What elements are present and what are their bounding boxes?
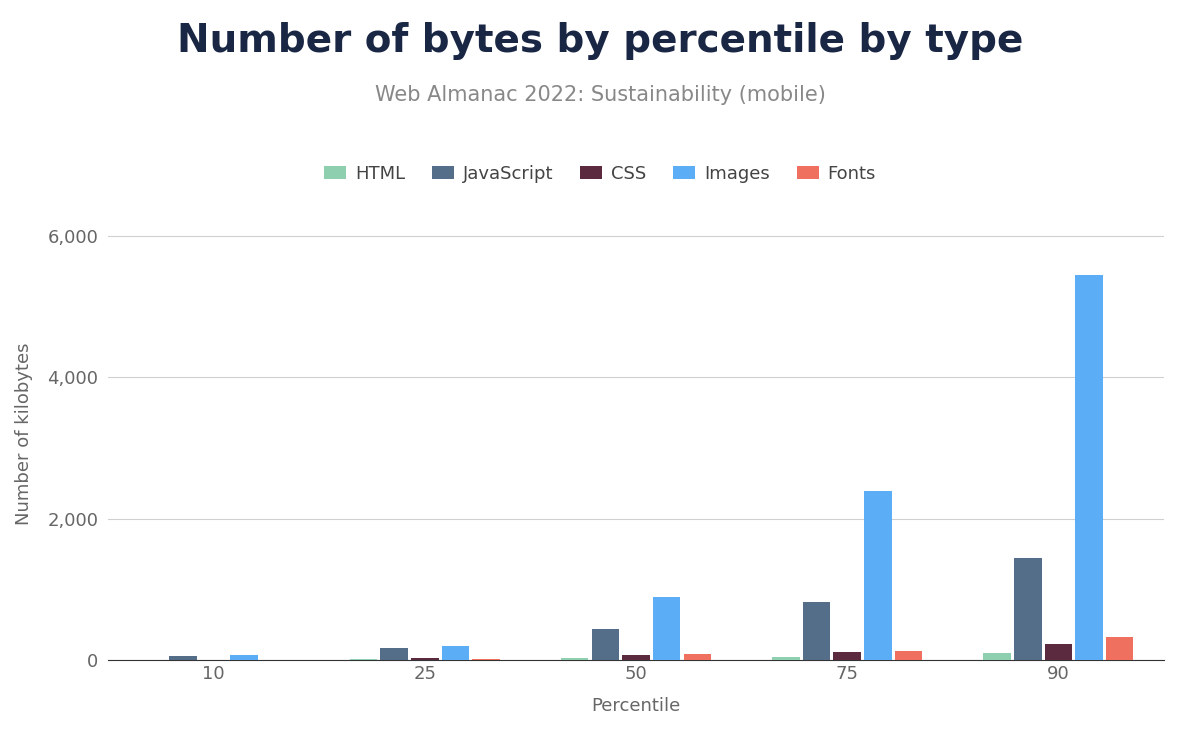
Bar xyxy=(442,646,469,660)
Bar xyxy=(803,603,830,660)
Bar xyxy=(1045,644,1072,660)
Bar xyxy=(562,658,588,660)
Bar xyxy=(895,651,922,660)
Bar xyxy=(380,649,408,660)
Bar xyxy=(169,656,197,660)
X-axis label: Percentile: Percentile xyxy=(592,697,680,715)
Bar xyxy=(473,659,499,660)
Bar xyxy=(230,655,258,660)
Bar xyxy=(1106,637,1133,660)
Bar xyxy=(864,490,892,660)
Bar xyxy=(412,658,438,660)
Bar xyxy=(592,628,619,660)
Bar xyxy=(1014,558,1042,660)
Bar xyxy=(773,657,799,660)
Bar xyxy=(1075,275,1103,660)
Y-axis label: Number of kilobytes: Number of kilobytes xyxy=(16,343,34,525)
Bar xyxy=(684,654,710,660)
Bar xyxy=(984,653,1010,660)
Text: Number of bytes by percentile by type: Number of bytes by percentile by type xyxy=(176,22,1024,60)
Bar xyxy=(653,597,680,660)
Bar xyxy=(623,655,649,660)
Bar xyxy=(834,652,860,660)
Legend: HTML, JavaScript, CSS, Images, Fonts: HTML, JavaScript, CSS, Images, Fonts xyxy=(317,157,883,190)
Text: Web Almanac 2022: Sustainability (mobile): Web Almanac 2022: Sustainability (mobile… xyxy=(374,85,826,105)
